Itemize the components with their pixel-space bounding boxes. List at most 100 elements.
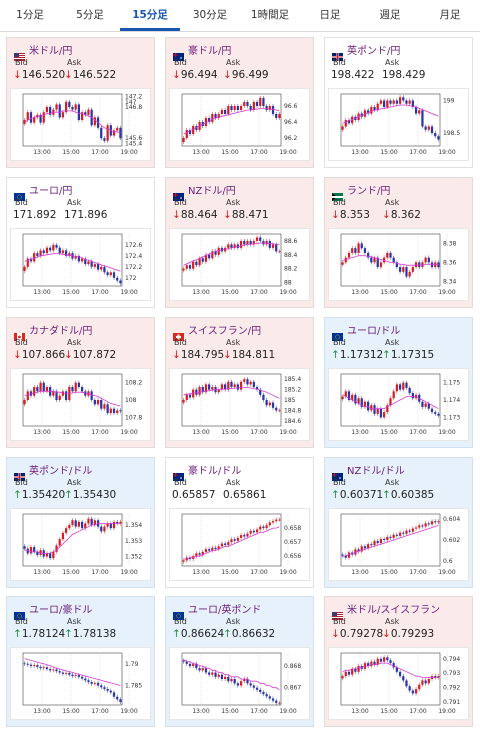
rate-card[interactable]: ユーロ/英ポンド Bid Ask ↑0.86624 ↑0.86632 13:00 15:00… — [165, 596, 314, 727]
candle-body — [236, 537, 240, 541]
x-tick-label: 19:00 — [120, 289, 137, 296]
mini-chart[interactable]: 13:00 15:00 17:00 19:00 0.794 0.793 0.792 0.791 — [328, 647, 469, 720]
mini-chart[interactable]: 13:00 15:00 17:00 19:00 1.354 1.353 1.352 — [10, 508, 151, 581]
mini-chart[interactable]: 13:00 15:00 17:00 19:00 8.38 8.36 8.34 — [328, 228, 469, 301]
currency-pair-link[interactable]: NZドル/ドル — [347, 466, 405, 477]
candle-body — [45, 247, 49, 254]
currency-pair-link[interactable]: ランド/円 — [347, 186, 391, 197]
rate-card[interactable]: 英ポンド/円 Bid Ask 198.422 198.429 13:00 15:00 17:0… — [324, 37, 473, 168]
rate-card[interactable]: ユーロ/豪ドル Bid Ask ↑1.78124 ↑1.78138 13:00 15:00 1… — [6, 596, 155, 727]
mini-chart[interactable]: 13:00 15:00 17:00 19:00 96.6 96.4 96.2 — [169, 88, 310, 161]
candle-body — [243, 240, 246, 245]
candle-body — [414, 262, 418, 268]
candle-body — [33, 665, 36, 666]
rate-card[interactable]: ユーロ/ドル Bid Ask ↑1.17312 ↑1.17315 13:00 15:00 17… — [324, 317, 473, 448]
candle-body — [262, 526, 265, 529]
currency-pair-link[interactable]: 米ドル/スイスフラン — [347, 605, 441, 616]
candle-body — [268, 240, 271, 248]
moving-average-line — [183, 387, 280, 399]
rate-card[interactable]: カナダドル/円 Bid Ask ↓107.866 ↓107.872 13:00 15:00 1… — [6, 317, 155, 448]
candle-body — [341, 126, 344, 130]
currency-pair-link[interactable]: ユーロ/英ポンド — [188, 605, 262, 616]
tab-7[interactable]: 週足 — [379, 9, 401, 21]
candle-body — [42, 250, 45, 254]
mini-chart[interactable]: 13:00 15:00 17:00 19:00 147.2 147 146.8 145.6 14… — [10, 88, 151, 161]
candle-body — [74, 675, 77, 676]
candle-body — [71, 387, 74, 392]
mini-chart[interactable]: 13:00 15:00 17:00 19:00 185.4 185.2 185 184.8 18… — [169, 368, 310, 441]
candle-body — [437, 676, 440, 678]
candle-body — [360, 398, 363, 407]
candle-body — [398, 384, 402, 390]
currency-flag-icon — [173, 46, 184, 61]
rate-card[interactable]: 米ドル/スイスフラン Bid Ask ↓0.79278 ↓0.79293 13:00 15:… — [324, 596, 473, 727]
rate-card[interactable]: 豪ドル/ドル Bid Ask 0.65857 0.65861 13:00 15:00 17:0… — [165, 457, 314, 588]
candle-body — [243, 102, 246, 106]
ask-price: ↓96.499 — [223, 69, 269, 81]
candle-body — [351, 248, 354, 253]
currency-pair-link[interactable]: 豪ドル/ドル — [188, 466, 242, 477]
candle-body — [49, 553, 52, 559]
tab-5[interactable]: 1時間足 — [250, 9, 290, 21]
rate-card[interactable]: ユーロ/円 Bid Ask 171.892 171.896 13:00 15:00 17:00… — [6, 177, 155, 308]
currency-pair-link[interactable]: NZドル/円 — [188, 186, 236, 197]
candle-body — [208, 672, 211, 675]
mini-chart[interactable]: 13:00 15:00 17:00 19:00 108.2 108 107.8 — [10, 368, 151, 441]
plot-area — [22, 652, 123, 706]
currency-pair-link[interactable]: ユーロ/豪ドル — [29, 605, 93, 616]
candle-body — [217, 674, 220, 677]
tab-8[interactable]: 月足 — [439, 9, 461, 21]
rate-card[interactable]: 英ポンド/ドル Bid Ask ↑1.35420 ↑1.35430 13:00 15:00 1… — [6, 457, 155, 588]
rate-card[interactable]: 米ドル/円 Bid Ask ↓146.520 ↓146.522 13:00 15:00 17:… — [6, 37, 155, 168]
currency-pair-link[interactable]: ユーロ/円 — [29, 186, 73, 197]
tab-2[interactable]: 5分足 — [76, 9, 104, 21]
mini-chart[interactable]: 13:00 15:00 17:00 19:00 1.175 1.174 1.173 — [328, 368, 469, 441]
y-tick-label: 172.2 — [125, 264, 142, 271]
currency-pair-link[interactable]: 豪ドル/円 — [188, 46, 232, 57]
y-tick-label: 0.657 — [284, 539, 301, 546]
currency-pair-link[interactable]: 英ポンド/円 — [347, 46, 401, 57]
ask-price: 198.429 — [382, 69, 425, 81]
mini-chart[interactable]: 13:00 15:00 17:00 19:00 172.6 172.4 172.2 172 — [10, 228, 151, 301]
mini-chart[interactable]: 13:00 15:00 17:00 19:00 199 198.5 — [328, 88, 469, 161]
x-tick-label: 19:00 — [438, 149, 455, 156]
mini-chart[interactable]: 13:00 15:00 17:00 19:00 0.658 0.657 0.656 — [169, 508, 310, 581]
currency-pair-link[interactable]: ユーロ/ドル — [347, 326, 401, 337]
tab-4[interactable]: 30分足 — [192, 9, 228, 21]
rate-card[interactable]: NZドル/ドル Bid Ask ↑0.60371 ↑0.60385 13:00 15:00 1… — [324, 457, 473, 588]
tab-1[interactable]: 1分足 — [16, 9, 44, 21]
candle-body — [370, 257, 373, 263]
bid-label: Bid — [174, 338, 187, 347]
rate-card[interactable]: NZドル/円 Bid Ask ↓88.464 ↓88.471 13:00 15:00 17:0… — [165, 177, 314, 308]
mini-chart[interactable]: 13:00 15:00 17:00 19:00 1.79 1.785 — [10, 647, 151, 720]
rate-card[interactable]: 豪ドル/円 Bid Ask ↓96.494 ↓96.499 13:00 15:00 17:00… — [165, 37, 314, 168]
mini-chart[interactable]: 13:00 15:00 17:00 19:00 0.868 0.867 — [169, 647, 310, 720]
candle-body — [220, 384, 224, 390]
currency-pair-link[interactable]: スイスフラン/円 — [188, 326, 262, 337]
rate-card[interactable]: ランド/円 Bid Ask ↓8.353 ↓8.362 13:00 15:00 17:00 19… — [324, 177, 473, 308]
candle-body — [421, 525, 424, 527]
currency-pair-link[interactable]: 英ポンド/ドル — [29, 466, 93, 477]
ask-value: 184.811 — [231, 349, 276, 361]
candlestick-chart: 13:00 15:00 17:00 19:00 185.4 185.2 185 184.8 18… — [181, 373, 301, 436]
candle-body — [204, 118, 208, 126]
tab-6[interactable]: 日足 — [319, 9, 341, 21]
currency-pair-link[interactable]: カナダドル/円 — [29, 326, 93, 337]
candle-body — [116, 277, 119, 281]
rate-card[interactable]: スイスフラン/円 Bid Ask ↓184.795 ↓184.811 13:00 15:00… — [165, 317, 314, 448]
candle-body — [255, 687, 259, 690]
candle-body — [370, 107, 373, 114]
candle-body — [116, 696, 119, 700]
mini-chart[interactable]: 13:00 15:00 17:00 19:00 88.6 88.4 88.2 88 — [169, 228, 310, 301]
candle-body — [430, 126, 434, 133]
mini-chart[interactable]: 13:00 15:00 17:00 19:00 0.604 0.602 0.6 — [328, 508, 469, 581]
candle-body — [233, 244, 236, 248]
candle-body — [233, 539, 236, 541]
tab-3[interactable]: 15分足 — [120, 0, 180, 31]
candle-body — [77, 255, 81, 262]
bid-price: 198.422 — [331, 69, 374, 81]
currency-pair-link[interactable]: 米ドル/円 — [29, 46, 73, 57]
candle-body — [414, 107, 418, 114]
plot-area — [181, 93, 282, 147]
